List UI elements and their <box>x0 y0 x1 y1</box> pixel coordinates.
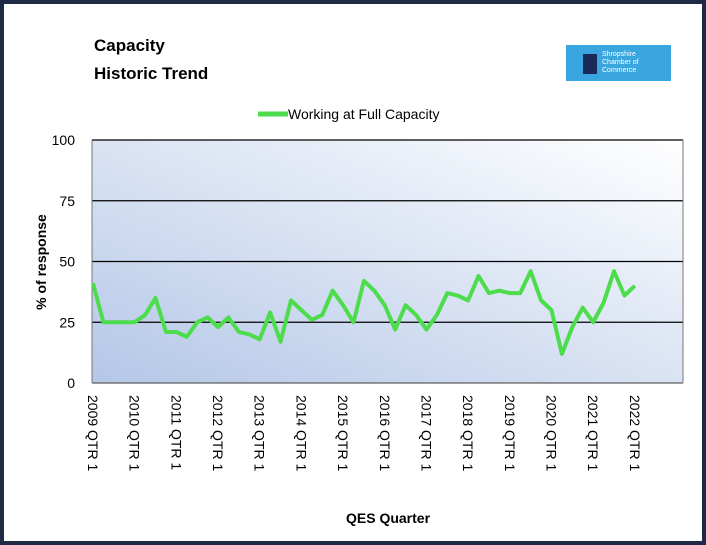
x-tick-label: 2011 QTR 1 <box>168 395 184 470</box>
chart-title: Historic Trend <box>94 64 208 83</box>
logo-text: Shropshire <box>602 51 636 58</box>
y-tick-label: 50 <box>59 254 75 270</box>
x-tick-label: 2018 QTR 1 <box>460 395 476 471</box>
chart-title: Capacity <box>94 36 165 55</box>
legend-label: Working at Full Capacity <box>288 106 439 122</box>
x-axis-label: QES Quarter <box>346 510 431 526</box>
logo-text: Commerce <box>602 67 636 74</box>
y-tick-label: 100 <box>52 132 76 148</box>
x-tick-label: 2010 QTR 1 <box>127 395 143 471</box>
x-tick-label: 2017 QTR 1 <box>418 395 434 471</box>
x-tick-label: 2015 QTR 1 <box>335 395 351 471</box>
x-tick-label: 2020 QTR 1 <box>543 395 559 471</box>
x-tick-label: 2021 QTR 1 <box>585 395 601 471</box>
x-tick-label: 2013 QTR 1 <box>252 395 268 471</box>
x-tick-label: 2009 QTR 1 <box>85 395 101 471</box>
y-axis-label: % of response <box>33 214 49 310</box>
x-tick-label: 2012 QTR 1 <box>210 395 226 471</box>
y-tick-label: 0 <box>67 375 75 391</box>
series-line <box>91 269 637 356</box>
logo-icon <box>583 54 597 74</box>
x-tick-label: 2022 QTR 1 <box>627 395 643 471</box>
y-tick-label: 25 <box>59 314 75 330</box>
y-tick-label: 75 <box>59 193 75 209</box>
x-tick-label: 2016 QTR 1 <box>377 395 393 471</box>
logo-text: Chamber of <box>602 59 639 66</box>
logo: Shropshire Chamber of Commerce <box>566 45 671 81</box>
x-tick-label: 2019 QTR 1 <box>502 395 518 471</box>
x-tick-label: 2014 QTR 1 <box>293 395 309 471</box>
